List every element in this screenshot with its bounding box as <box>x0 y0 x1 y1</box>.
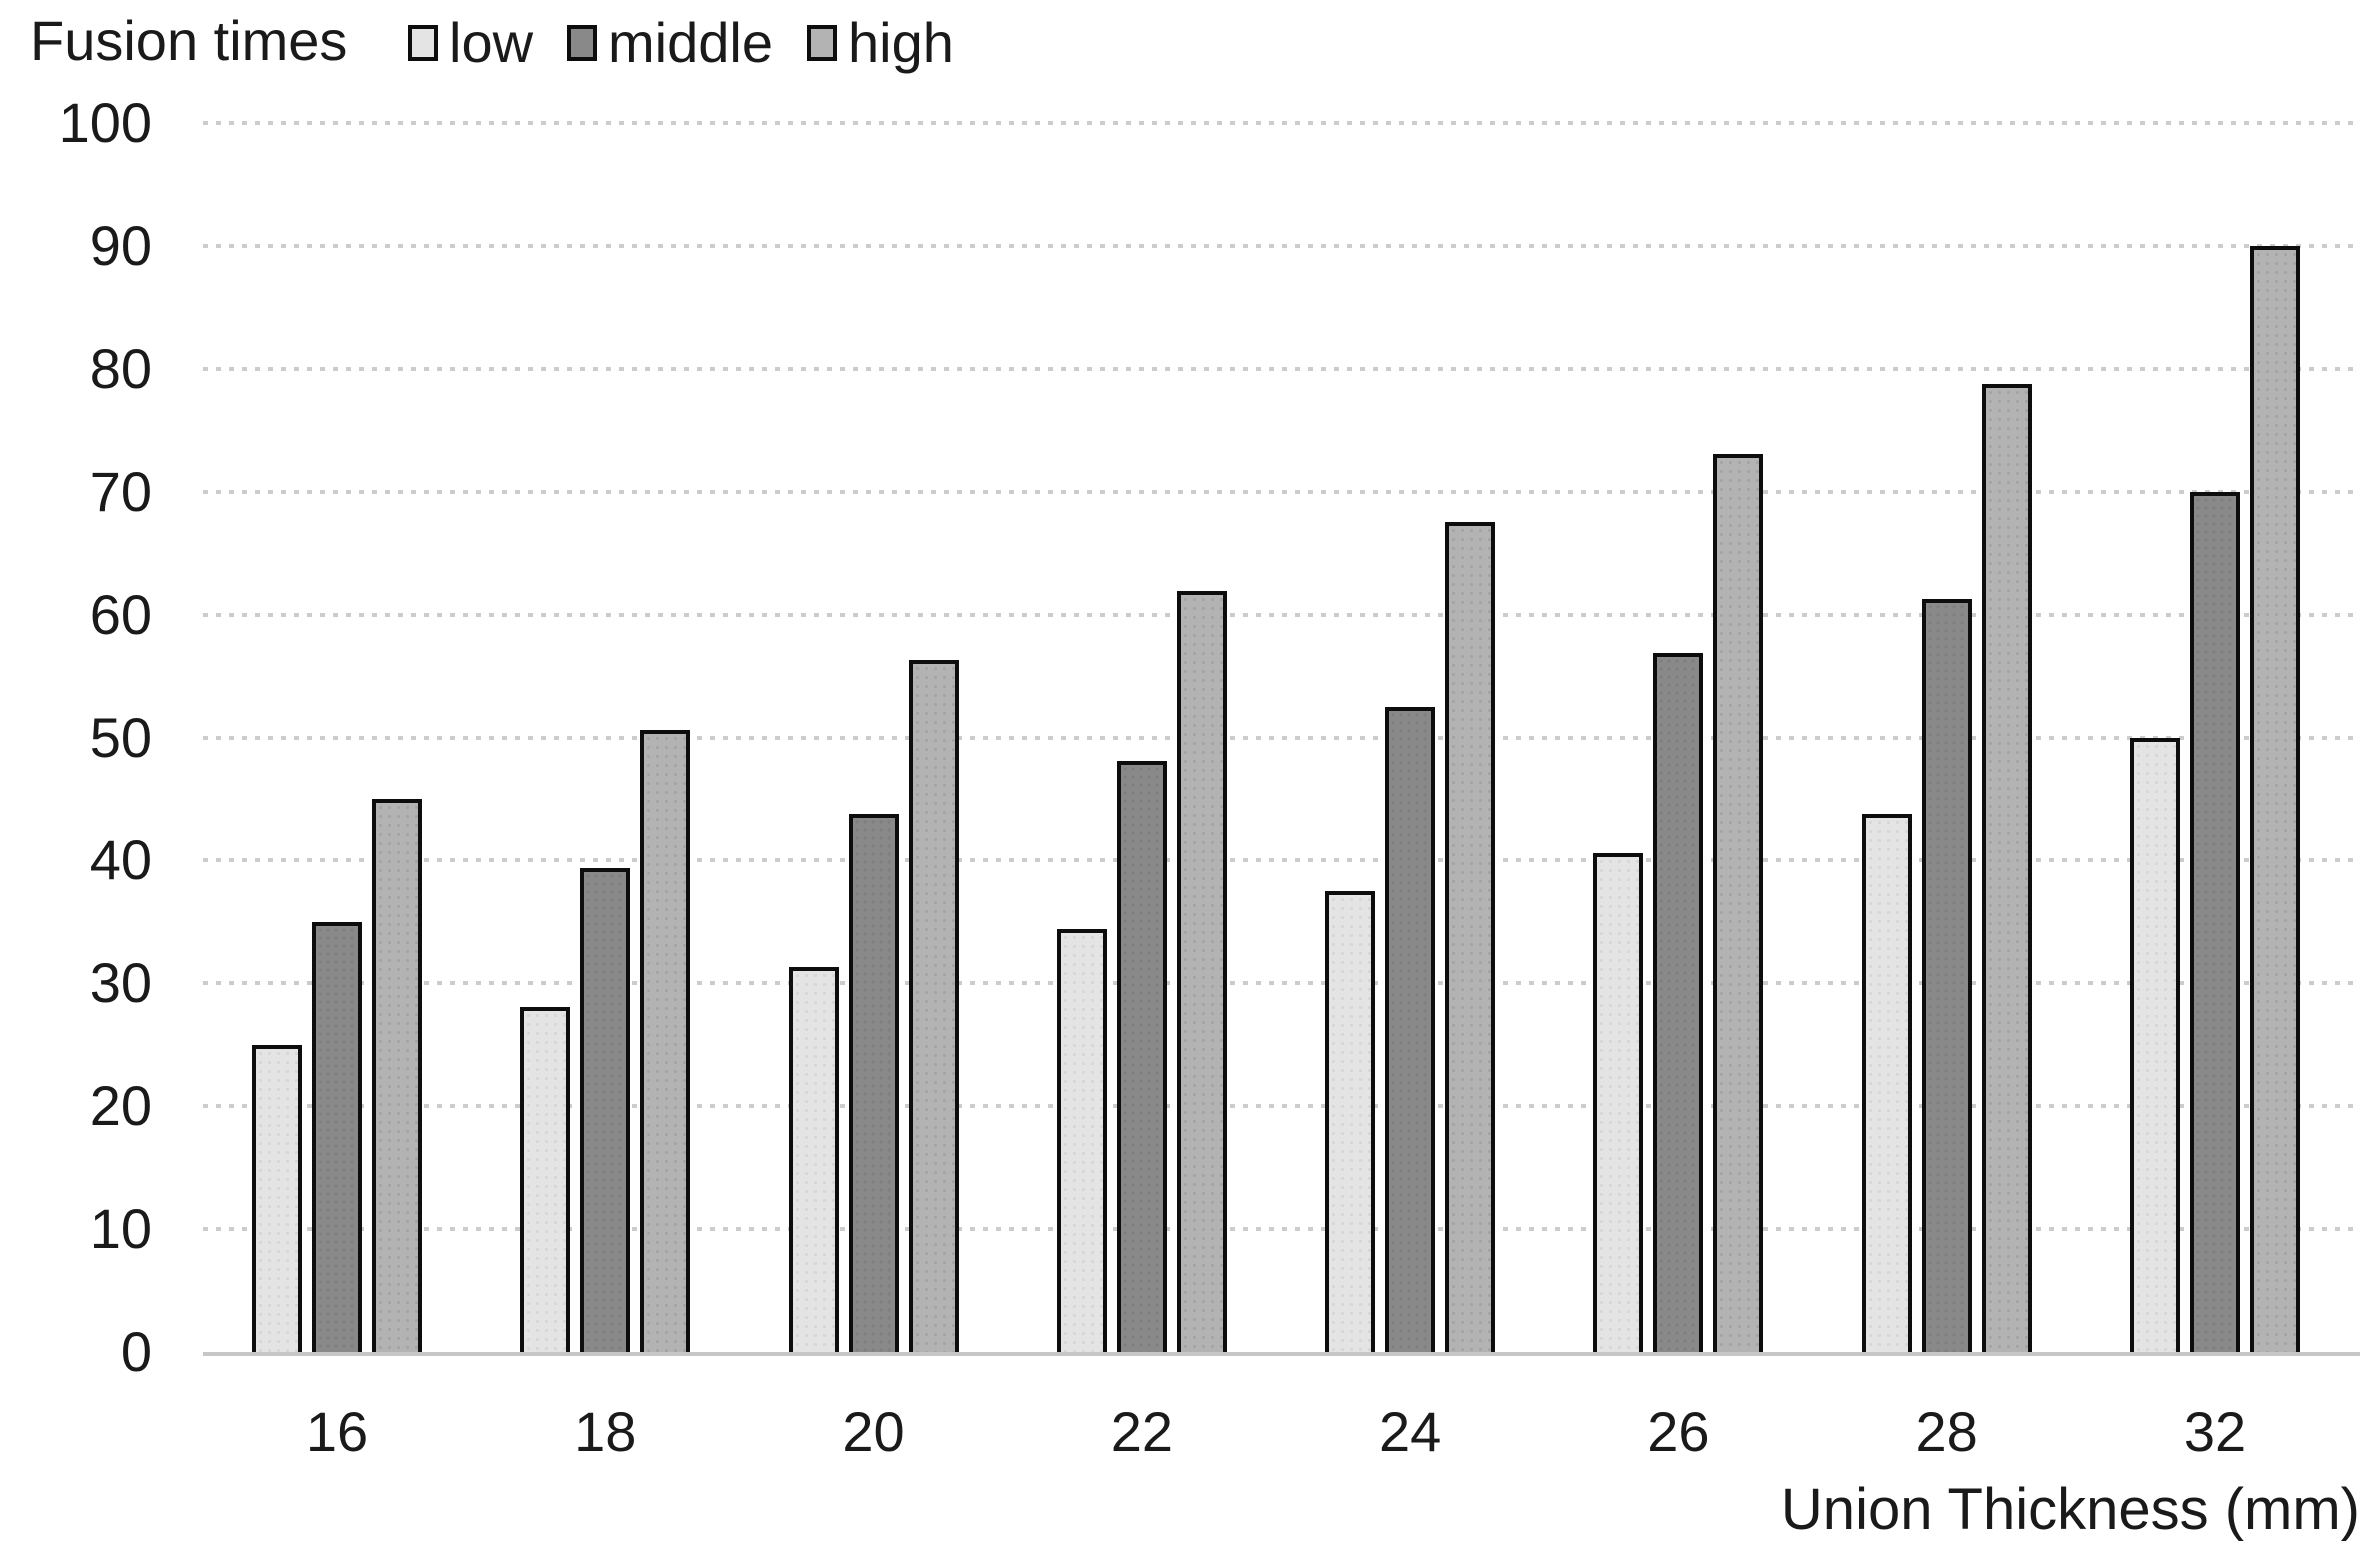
bar-group-28: 28 <box>1861 123 2032 1460</box>
bar-low-18 <box>520 1006 571 1352</box>
x-axis-title: Union Thickness (mm) <box>1780 1477 2360 1542</box>
y-tick-label-40: 40 <box>89 828 152 892</box>
chart-title: Fusion times <box>30 9 348 72</box>
y-tick-label-60: 60 <box>89 582 152 646</box>
legend-swatch-middle <box>567 25 598 61</box>
y-tick-label-20: 20 <box>89 1074 152 1138</box>
bar-middle-32 <box>2189 491 2240 1352</box>
bar-middle-18 <box>580 867 631 1352</box>
bar-group-26: 26 <box>1593 123 1764 1460</box>
bar-middle-16 <box>312 921 362 1352</box>
bar-group-18: 18 <box>520 123 691 1460</box>
bar-high-20 <box>908 660 959 1352</box>
bar-group-20: 20 <box>788 123 959 1460</box>
legend: low middle high <box>408 14 954 72</box>
bar-middle-28 <box>1921 598 1972 1352</box>
bar-high-24 <box>1445 522 1496 1352</box>
bar-group-24: 24 <box>1325 123 1496 1460</box>
y-tick-label-10: 10 <box>89 1197 152 1261</box>
gridline-90 <box>203 243 2360 248</box>
bar-groups: 16 18 20 22 24 26 28 32 <box>203 123 2360 1460</box>
bar-group-32: 32 <box>2129 123 2300 1460</box>
gridline-20 <box>203 1104 2360 1109</box>
bar-high-26 <box>1713 453 1764 1352</box>
legend-label: high <box>848 11 954 74</box>
x-tick-label-32: 32 <box>2183 1400 2247 1463</box>
gridline-60 <box>203 612 2360 617</box>
y-tick-label-80: 80 <box>89 336 152 400</box>
y-tick-label-50: 50 <box>89 705 152 769</box>
legend-item-high: high <box>807 14 954 72</box>
legend-label: middle <box>608 11 773 74</box>
y-tick-label-90: 90 <box>89 213 152 277</box>
bar-high-22 <box>1176 591 1227 1352</box>
bar-middle-26 <box>1653 652 1704 1352</box>
bar-low-26 <box>1593 853 1644 1352</box>
x-tick-label-22: 22 <box>1110 1400 1173 1463</box>
gridline-30 <box>203 981 2360 986</box>
bar-low-20 <box>788 967 839 1352</box>
legend-swatch-high <box>807 25 837 61</box>
gridline-70 <box>203 489 2360 494</box>
legend-item-middle: middle <box>567 14 773 72</box>
x-tick-label-26: 26 <box>1647 1400 1710 1463</box>
bar-high-32 <box>2249 245 2300 1352</box>
bar-high-18 <box>640 730 691 1352</box>
x-tick-label-20: 20 <box>842 1400 905 1463</box>
y-axis: 100 90 80 70 60 50 40 30 20 10 0 <box>0 95 152 1380</box>
bar-low-22 <box>1056 929 1107 1352</box>
y-tick-label-100: 100 <box>58 91 152 154</box>
x-tick-label-18: 18 <box>574 1400 637 1463</box>
legend-item-low: low <box>408 14 533 72</box>
gridline-80 <box>203 366 2360 371</box>
bar-high-16 <box>372 798 422 1352</box>
x-tick-label-24: 24 <box>1378 1400 1442 1463</box>
y-tick-label-30: 30 <box>89 951 152 1015</box>
bar-middle-24 <box>1385 706 1436 1352</box>
legend-label: low <box>449 11 534 74</box>
bar-middle-20 <box>848 813 899 1352</box>
bar-low-16 <box>252 1044 302 1352</box>
y-tick-label-0: 0 <box>120 1320 152 1383</box>
y-tick-label-70: 70 <box>89 459 152 523</box>
bar-low-32 <box>2129 737 2180 1352</box>
bar-high-28 <box>1981 383 2032 1352</box>
x-tick-label-28: 28 <box>1915 1400 1978 1463</box>
bar-low-28 <box>1861 813 1912 1352</box>
legend-swatch-low <box>408 25 438 61</box>
bar-group-16: 16 <box>252 123 422 1460</box>
gridline-50 <box>203 735 2360 740</box>
plot-area: 16 18 20 22 24 26 28 32 <box>203 121 2360 1460</box>
bar-middle-22 <box>1116 760 1167 1352</box>
gridline-100 <box>203 121 2360 125</box>
gridline-10 <box>203 1227 2360 1232</box>
bar-group-22: 22 <box>1056 123 1227 1460</box>
x-tick-label-16: 16 <box>305 1400 369 1463</box>
bar-low-24 <box>1325 891 1376 1352</box>
gridline-40 <box>203 858 2360 863</box>
